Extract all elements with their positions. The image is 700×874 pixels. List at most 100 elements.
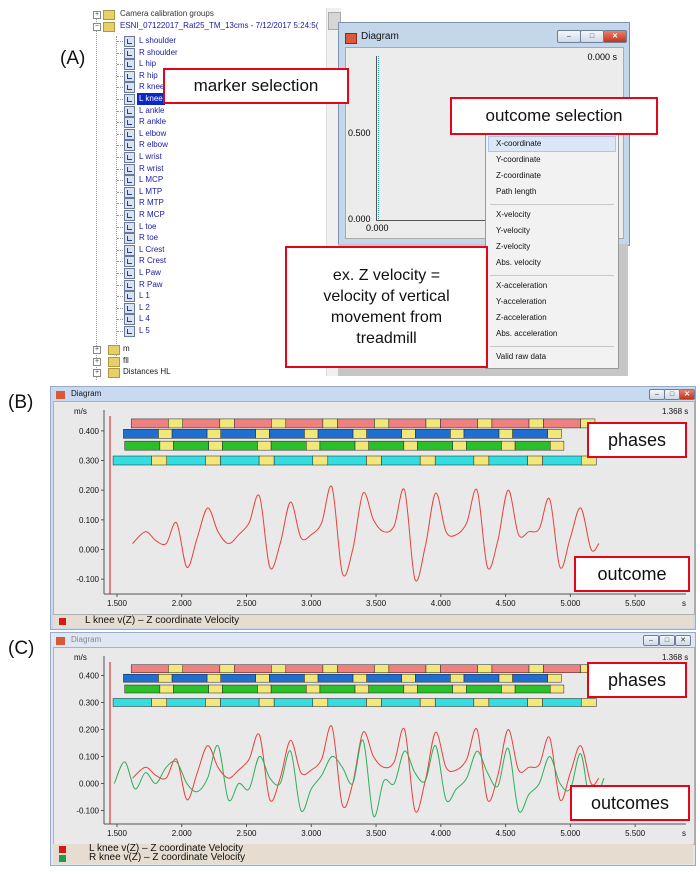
menu-item-y-velocity[interactable]: Y-velocity bbox=[496, 226, 530, 235]
menu-item-x-velocity[interactable]: X-velocity bbox=[496, 210, 531, 219]
menu-item-y-coordinate[interactable]: Y-coordinate bbox=[496, 155, 541, 164]
stance-phase-bar bbox=[366, 455, 382, 466]
stance-phase-bar bbox=[501, 684, 516, 694]
stance-phase-bar bbox=[419, 455, 436, 466]
stance-phase-bar bbox=[255, 429, 270, 439]
swing-phase-bar bbox=[173, 684, 209, 694]
menu-item-x-acceleration[interactable]: X-acceleration bbox=[496, 281, 548, 290]
callout-outcomes-c: outcomes bbox=[570, 785, 690, 821]
stance-phase-bar bbox=[401, 429, 416, 439]
z-velocity-line: treadmill bbox=[356, 330, 417, 347]
minimize-button[interactable]: – bbox=[649, 389, 665, 400]
z-velocity-line: ex. Z velocity = bbox=[332, 267, 441, 284]
close-button[interactable]: ✕ bbox=[679, 389, 695, 400]
stance-phase-bar bbox=[258, 698, 275, 707]
minimize-button[interactable]: – bbox=[643, 635, 659, 646]
stance-phase-bar bbox=[473, 455, 490, 466]
x-tick-label: 2.000 bbox=[172, 829, 193, 838]
menu-item-abs-velocity[interactable]: Abs. velocity bbox=[496, 258, 541, 267]
stance-phase-bar bbox=[159, 440, 174, 451]
close-button[interactable]: ✕ bbox=[675, 635, 691, 646]
swing-phase-bar bbox=[220, 429, 257, 439]
diagram-icon bbox=[56, 637, 65, 645]
stance-phase-bar bbox=[527, 698, 543, 707]
maximize-button[interactable]: □ bbox=[580, 30, 604, 43]
menu-item-x-coordinate[interactable]: X-coordinate bbox=[496, 139, 542, 148]
z-velocity-line: movement from bbox=[330, 309, 443, 326]
marker-icon bbox=[124, 314, 135, 326]
series-line-l-knee bbox=[132, 725, 600, 813]
marker-icon bbox=[124, 59, 135, 71]
swing-phase-bar bbox=[463, 673, 500, 683]
swing-phase-bar bbox=[220, 673, 257, 683]
marker-tree: + Camera calibration groups − ESNI_07122… bbox=[90, 8, 345, 380]
marker-icon bbox=[124, 268, 135, 279]
marker-icon bbox=[124, 302, 135, 314]
diagram-title: Diagram bbox=[361, 31, 399, 42]
stance-phase-bar bbox=[168, 664, 183, 673]
swing-phase-bar bbox=[273, 455, 314, 466]
stance-phase-bar bbox=[205, 698, 221, 707]
swing-phase-bar bbox=[182, 418, 221, 429]
stance-phase-bar bbox=[452, 684, 467, 694]
stance-phase-bar bbox=[374, 664, 390, 673]
swing-phase-bar bbox=[273, 698, 314, 707]
swing-phase-bar bbox=[317, 673, 354, 683]
x-tick-label: 5.000 bbox=[560, 599, 581, 608]
menu-item-valid-raw-data[interactable]: Valid raw data bbox=[496, 352, 547, 361]
menu-item-z-velocity[interactable]: Z-velocity bbox=[496, 242, 531, 251]
menu-item-abs-acceleration[interactable]: Abs. acceleration bbox=[496, 329, 558, 338]
menu-item-path-length[interactable]: Path length bbox=[496, 187, 537, 196]
swing-phase-bar bbox=[366, 429, 402, 439]
marker-icon bbox=[124, 291, 135, 303]
swing-phase-bar bbox=[417, 684, 453, 694]
menu-item-y-acceleration[interactable]: Y-acceleration bbox=[496, 297, 547, 306]
stance-phase-bar bbox=[477, 418, 493, 429]
stance-phase-bar bbox=[547, 429, 562, 439]
menu-item-z-acceleration[interactable]: Z-acceleration bbox=[496, 313, 547, 322]
panel-label-b: (B) bbox=[8, 392, 34, 413]
y-tick-label: 0.400 bbox=[79, 427, 100, 436]
stance-phase-bar bbox=[403, 684, 418, 694]
time-readout: 1.368 s bbox=[662, 407, 688, 416]
stance-phase-bar bbox=[452, 440, 467, 451]
stance-phase-bar bbox=[549, 684, 565, 694]
stance-phase-bar bbox=[501, 440, 516, 451]
x-tick-label: 1.500 bbox=[107, 599, 128, 608]
x-tick-label: 0.000 bbox=[366, 223, 389, 233]
swing-phase-bar bbox=[542, 698, 582, 707]
stance-phase-bar bbox=[322, 664, 338, 673]
outcome-menu: X-coordinate Y-coordinate Z-coordinate Path… bbox=[485, 131, 619, 369]
stance-phase-bar bbox=[450, 673, 465, 683]
stance-phase-bar bbox=[401, 673, 416, 683]
swing-phase-bar bbox=[220, 698, 260, 707]
swing-phase-bar bbox=[327, 455, 367, 466]
z-velocity-line: velocity of vertical bbox=[323, 288, 450, 305]
y-tick-label: 0.400 bbox=[79, 672, 100, 681]
y-tick-label: 0.300 bbox=[79, 699, 100, 708]
callout-z-velocity: ex. Z velocity = velocity of vertical mo… bbox=[285, 246, 488, 368]
marker-icon bbox=[124, 94, 135, 105]
maximize-button[interactable]: □ bbox=[659, 635, 675, 646]
x-tick-label: 2.500 bbox=[236, 829, 257, 838]
minimize-button[interactable]: – bbox=[557, 30, 581, 43]
y-tick-label: -0.100 bbox=[76, 575, 99, 584]
marker-icon bbox=[124, 140, 135, 152]
legend-swatch bbox=[59, 618, 66, 625]
stance-phase-bar bbox=[403, 440, 418, 451]
swing-phase-bar bbox=[173, 440, 209, 451]
legend-swatch bbox=[59, 855, 66, 862]
stance-phase-bar bbox=[206, 429, 221, 439]
stance-phase-bar bbox=[255, 673, 270, 683]
stance-phase-bar bbox=[271, 418, 287, 429]
legend-swatch bbox=[59, 846, 66, 853]
swing-phase-bar bbox=[381, 455, 421, 466]
swing-phase-bar bbox=[222, 684, 258, 694]
close-button[interactable]: ✕ bbox=[603, 30, 627, 43]
stance-phase-bar bbox=[425, 418, 441, 429]
marker-icon bbox=[124, 233, 135, 245]
maximize-button[interactable]: □ bbox=[664, 389, 680, 400]
menu-item-z-coordinate[interactable]: Z-coordinate bbox=[496, 171, 541, 180]
y-tick-label: 0.000 bbox=[79, 546, 100, 555]
x-tick-label: 4.500 bbox=[496, 829, 517, 838]
